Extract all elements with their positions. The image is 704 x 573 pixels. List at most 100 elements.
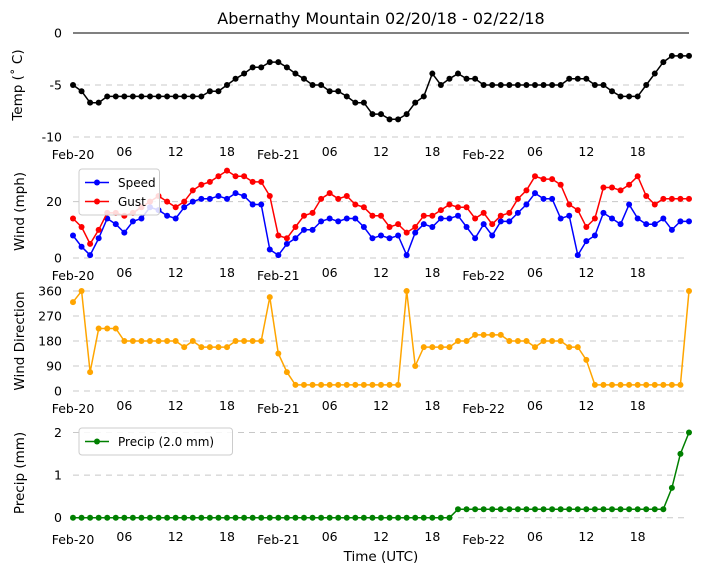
data-point [497,82,504,88]
data-point [386,235,393,242]
data-point [138,514,145,521]
data-point [70,299,76,306]
data-point [600,184,607,191]
data-point [181,198,188,205]
data-point [651,70,658,77]
data-point [172,215,179,222]
data-point [112,93,119,100]
data-point [532,190,538,197]
data-point [112,221,119,228]
data-point [506,82,513,88]
data-point [472,215,479,222]
data-point [472,235,479,242]
x-tick-label: Feb-22 [462,147,505,162]
data-point [266,294,273,301]
data-point [446,75,453,82]
data-point [557,181,564,188]
data-point [378,212,384,219]
data-point [224,167,230,174]
y-tick-label: 360 [38,284,62,299]
data-point [241,338,248,344]
x-tick-label: 12 [373,144,389,159]
data-point [283,240,290,247]
y-tick-label: 0 [54,251,62,266]
data-point [352,99,359,106]
data-point [574,506,581,513]
data-point [78,88,85,95]
data-point [232,514,239,521]
data-point [686,429,692,436]
data-point [292,70,299,77]
data-point [232,173,239,180]
data-point [206,195,213,202]
data-point [155,514,162,521]
data-point [591,381,598,388]
data-point [121,93,128,100]
x-tick-label: 18 [630,265,646,280]
data-point [386,116,393,123]
data-point [566,506,573,513]
data-point [87,369,94,376]
data-point [189,338,196,344]
data-point [224,82,230,88]
data-point [609,215,615,222]
data-point [489,82,496,88]
data-point [514,82,521,88]
data-point [472,75,479,82]
data-point [301,226,307,233]
data-point [429,514,436,521]
data-point [352,381,359,388]
data-point [514,506,521,513]
data-point [643,193,650,199]
data-point [532,173,538,180]
chart-title: Abernathy Mountain 02/20/18 - 02/22/18 [217,9,544,28]
data-point [455,338,461,344]
data-point [292,381,299,388]
data-point [506,506,513,513]
data-point [95,99,102,106]
data-point [591,232,598,239]
data-point [480,331,487,338]
data-point [591,215,598,222]
data-point [677,450,684,457]
y-tick-label: -5 [50,78,62,93]
data-point [506,209,513,216]
data-point [420,344,427,351]
data-point [591,506,598,513]
data-point [121,514,128,521]
data-point [232,75,239,82]
data-point [523,201,530,208]
data-point [591,82,598,88]
data-point [198,344,205,351]
data-point [634,215,641,222]
data-point [164,93,171,100]
data-point [360,99,367,106]
x-tick-label: Feb-20 [52,268,95,283]
x-tick-label: Feb-21 [257,147,300,162]
data-point [540,338,547,344]
x-tick-label: 06 [116,529,132,544]
data-point [668,195,675,202]
data-point [660,195,667,202]
data-point [549,506,556,513]
data-point [480,506,487,513]
data-point [566,344,573,351]
data-point [189,514,196,521]
data-point [395,232,402,239]
data-point [189,93,196,100]
data-point [258,514,265,521]
data-point [437,207,444,214]
x-tick-label: 18 [630,144,646,159]
data-point [668,381,675,388]
legend-label: Gust [118,195,146,209]
x-tick-label: 12 [578,398,594,413]
data-point [266,514,273,521]
data-point [463,75,470,82]
data-point [386,514,393,521]
data-point [181,344,188,351]
y-tick-label: 0 [54,26,62,41]
x-tick-label: Feb-20 [52,532,95,547]
data-point [241,173,248,180]
